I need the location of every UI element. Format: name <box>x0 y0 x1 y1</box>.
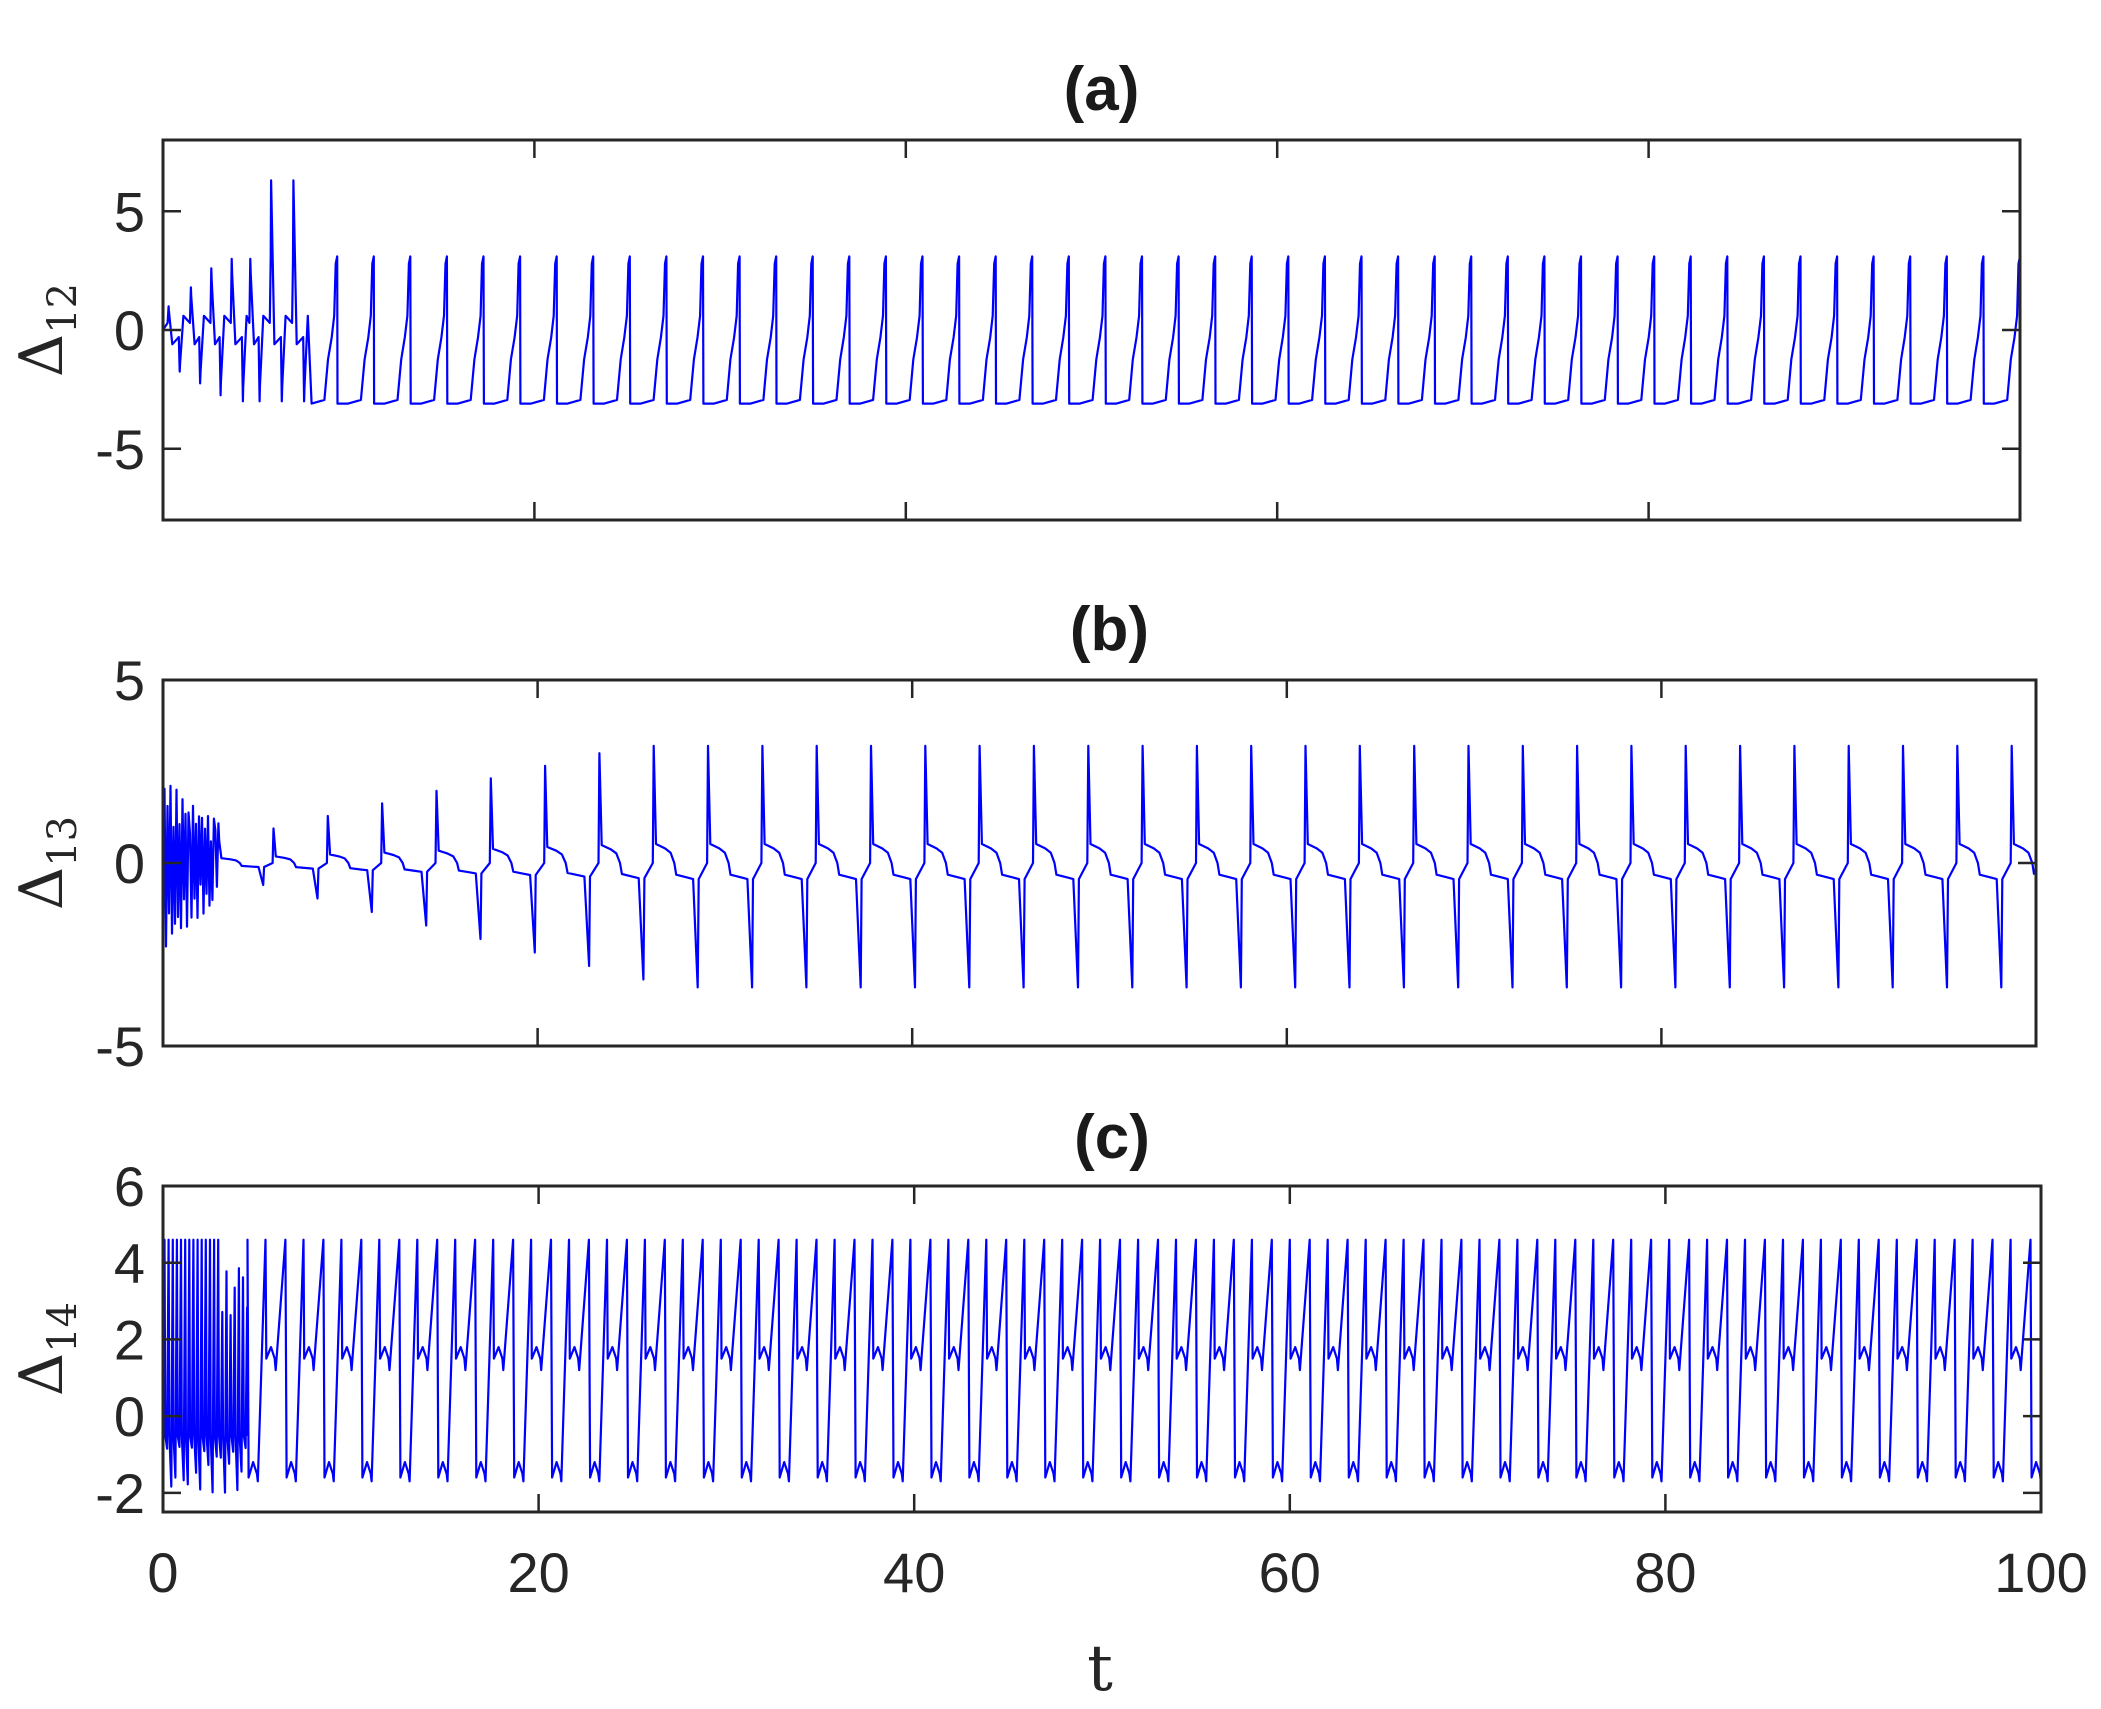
ytick-label: -2 <box>95 1462 145 1525</box>
ytick-label: 4 <box>114 1232 145 1295</box>
panel-1: -5 0 5 (a) Δ12 <box>7 55 2020 520</box>
axes-box <box>163 680 2036 1046</box>
y-axis-label: Δ14 <box>7 1302 86 1396</box>
xtick-label: 80 <box>1634 1541 1696 1604</box>
panel-3: -202460 20 40 60 80 100(c)Δ14t <box>7 1103 2088 1706</box>
x-axis-label: t <box>1087 1632 1113 1706</box>
ytick-label: 6 <box>114 1155 145 1218</box>
panel-title: (c) <box>1074 1103 1150 1172</box>
series-line-3-1 <box>163 1240 2041 1493</box>
ytick-label: 0 <box>114 832 145 895</box>
ytick-label: 5 <box>114 180 145 243</box>
ytick-label: -5 <box>95 1015 145 1078</box>
xtick-label: 60 <box>1259 1541 1321 1604</box>
y-axis-label: Δ12 <box>7 283 86 377</box>
xtick-label: 20 <box>507 1541 569 1604</box>
ytick-label: 5 <box>114 649 145 712</box>
axes-box <box>163 1186 2041 1512</box>
panel-2: -5 0 5 (b) Δ13 <box>7 595 2036 1078</box>
series-line-2-1 <box>163 746 2034 988</box>
ytick-label: 0 <box>114 1385 145 1448</box>
ytick-label: 2 <box>114 1308 145 1371</box>
y-axis-label: Δ13 <box>7 816 86 910</box>
xtick-label: 0 <box>147 1541 178 1604</box>
series-line-1-1 <box>163 180 2020 403</box>
panel-title: (a) <box>1064 55 1140 124</box>
ytick-label: 0 <box>114 299 145 362</box>
xtick-label: 100 <box>1994 1541 2087 1604</box>
panel-title: (b) <box>1070 595 1149 664</box>
xtick-label: 40 <box>883 1541 945 1604</box>
ytick-label: -5 <box>95 418 145 481</box>
